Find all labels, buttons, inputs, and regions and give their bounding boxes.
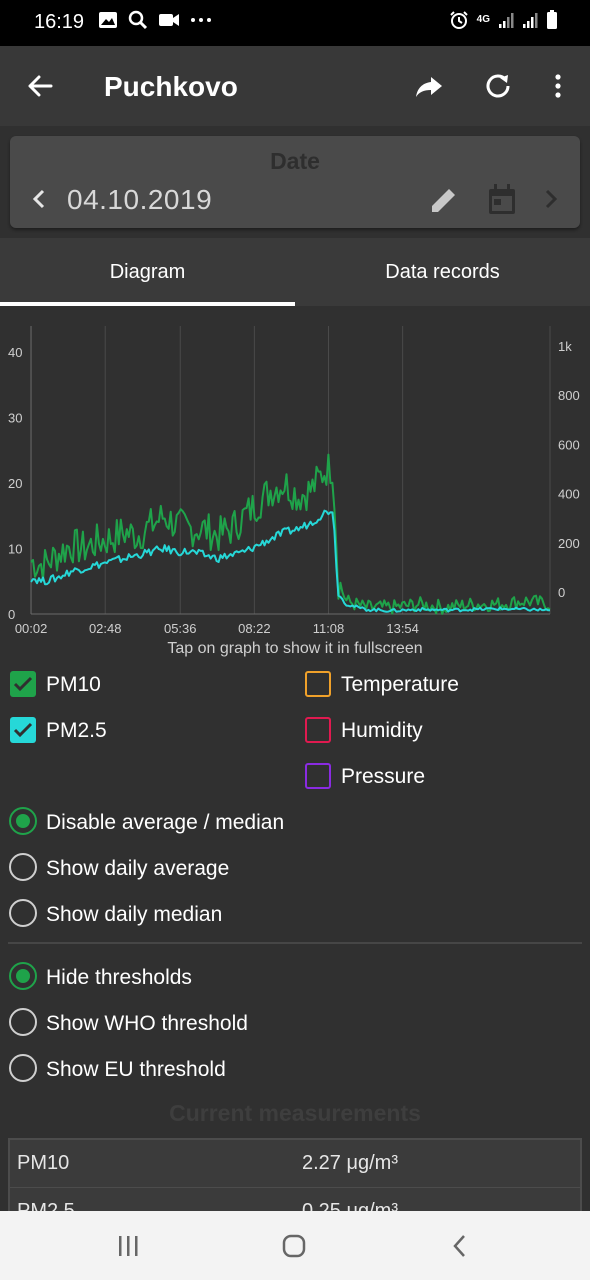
options-divider <box>8 942 582 944</box>
disable-average-radio[interactable] <box>9 807 37 835</box>
signal-icon <box>499 13 514 28</box>
hide-thresholds-label: Hide thresholds <box>46 966 192 989</box>
y-tick-label: 30 <box>8 411 22 426</box>
checkmark-icon <box>13 722 33 738</box>
refresh-icon <box>486 74 510 98</box>
series-line-pm10 <box>30 453 551 615</box>
refresh-button[interactable] <box>478 66 518 106</box>
status-time: 16:19 <box>34 11 85 33</box>
humidity-checkbox[interactable] <box>305 717 331 743</box>
hide-thresholds-radio[interactable] <box>9 962 37 990</box>
battery-icon <box>547 10 557 29</box>
arrow-back-icon <box>28 75 53 97</box>
pm10-label: PM10 <box>46 673 101 696</box>
x-tick-label: 11:08 <box>313 621 345 636</box>
y-tick-label: 0 <box>8 607 15 622</box>
edit-date-button[interactable] <box>424 180 464 220</box>
eu-threshold-label: Show EU threshold <box>46 1058 226 1081</box>
table-row: PM10 2.27 μg/m³ <box>10 1140 580 1188</box>
tab-bar: Diagram Data records <box>0 238 590 306</box>
overflow-menu-icon <box>555 74 561 98</box>
daily-average-label: Show daily average <box>46 857 230 880</box>
temperature-label: Temperature <box>341 673 459 696</box>
overflow-menu-button[interactable] <box>540 66 576 106</box>
current-measurements-title: Current measurements <box>169 1100 421 1126</box>
chevron-left-icon <box>32 189 45 209</box>
status-bar: 16:19 4G <box>0 0 590 46</box>
back-icon <box>453 1235 465 1257</box>
disable-average-label: Disable average / median <box>46 811 285 834</box>
pressure-checkbox[interactable] <box>305 763 331 789</box>
share-icon <box>416 77 442 97</box>
current-measurements-table: PM10 2.27 μg/m³ PM2.5 0.25 μg/m³ <box>8 1138 582 1218</box>
who-threshold-radio[interactable] <box>9 1008 37 1036</box>
home-icon <box>282 1234 306 1258</box>
daily-average-radio[interactable] <box>9 853 37 881</box>
y-tick-label: 20 <box>8 476 22 491</box>
y2-tick-label: 800 <box>558 388 580 403</box>
more-dots-icon <box>191 18 211 22</box>
search-icon <box>128 10 148 30</box>
y2-tick-label: 200 <box>558 536 580 551</box>
x-tick-label: 00:02 <box>15 621 48 636</box>
image-icon <box>99 12 117 28</box>
recent-apps-icon <box>119 1236 138 1256</box>
x-tick-label: 05:36 <box>164 621 197 636</box>
date-value[interactable]: 04.10.2019 <box>67 184 213 215</box>
daily-median-radio[interactable] <box>9 899 37 927</box>
who-threshold-label: Show WHO threshold <box>46 1012 248 1035</box>
pm10-checkbox[interactable] <box>10 671 36 697</box>
tab-indicator <box>0 302 295 306</box>
eu-threshold-radio[interactable] <box>9 1054 37 1082</box>
pressure-label: Pressure <box>341 765 426 788</box>
signal-icon <box>523 13 538 28</box>
y-tick-label: 40 <box>8 345 22 360</box>
share-button[interactable] <box>410 68 448 106</box>
x-tick-label: 02:48 <box>89 621 122 636</box>
chart-hint: Tap on graph to show it in fullscreen <box>167 640 423 657</box>
y2-tick-label: 600 <box>558 437 580 452</box>
pm25-checkbox[interactable] <box>10 717 36 743</box>
back-button[interactable] <box>20 66 60 106</box>
system-back-button[interactable] <box>440 1231 480 1261</box>
page-title: Puchkovo <box>104 71 238 102</box>
alarm-icon <box>449 11 468 29</box>
video-icon <box>159 14 179 26</box>
next-date-button[interactable] <box>536 184 566 214</box>
temperature-checkbox[interactable] <box>305 671 331 697</box>
pm-chart[interactable]: 00:02 02:48 05:36 08:22 11:08 13:540102030400… <box>0 316 590 646</box>
y2-tick-label: 0 <box>558 585 565 600</box>
checkmark-icon <box>13 676 33 692</box>
y2-tick-label: 1k <box>558 339 572 354</box>
previous-date-button[interactable] <box>24 184 54 214</box>
x-tick-label: 08:22 <box>238 621 271 636</box>
chevron-right-icon <box>545 189 558 209</box>
tab-data-records[interactable]: Data records <box>385 260 500 283</box>
measurement-name: PM10 <box>17 1152 70 1174</box>
y2-tick-label: 400 <box>558 487 580 502</box>
home-button[interactable] <box>274 1231 314 1261</box>
y-tick-label: 10 <box>8 542 22 557</box>
network-4g-label: 4G <box>476 14 490 25</box>
date-card: Date 04.10.2019 <box>10 136 580 228</box>
tab-diagram[interactable]: Diagram <box>109 260 186 283</box>
app-bar: Puchkovo <box>0 46 590 126</box>
date-label: Date <box>270 148 320 174</box>
pm25-label: PM2.5 <box>46 719 107 742</box>
edit-pencil-icon <box>432 186 458 212</box>
system-nav-bar <box>0 1211 590 1280</box>
humidity-label: Humidity <box>341 719 423 742</box>
calendar-icon <box>489 184 515 214</box>
daily-median-label: Show daily median <box>46 903 223 926</box>
recent-apps-button[interactable] <box>108 1231 148 1261</box>
x-tick-label: 13:54 <box>386 621 419 636</box>
measurement-value: 2.27 μg/m³ <box>302 1152 399 1174</box>
series-line-pm25 <box>30 509 551 613</box>
calendar-button[interactable] <box>482 180 522 220</box>
